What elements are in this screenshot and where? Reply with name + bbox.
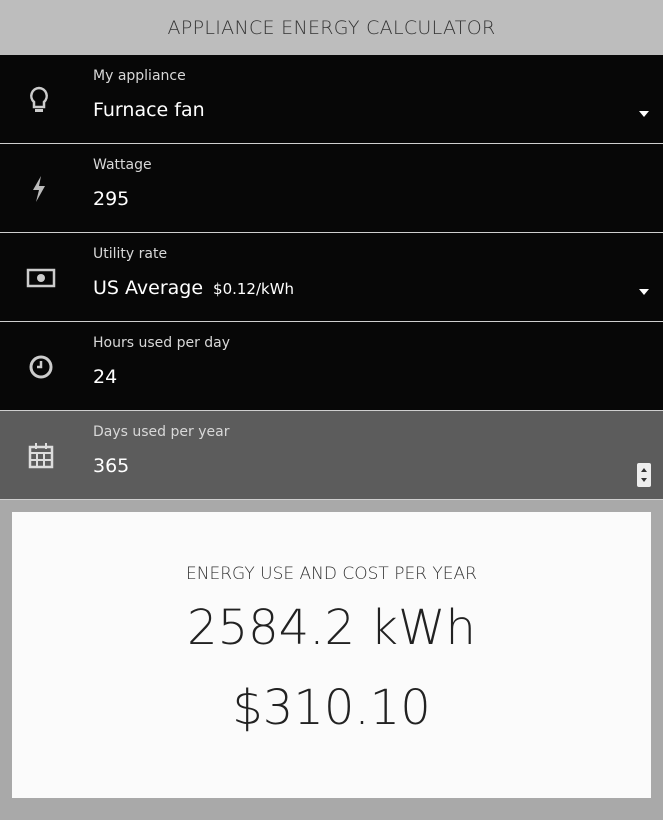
wattage-field[interactable]: Wattage 295: [0, 144, 663, 233]
bulb-icon: [30, 86, 48, 112]
value: 365: [93, 455, 130, 477]
result-panel: ENERGY USE AND COST PER YEAR 2584.2 kWh …: [0, 500, 663, 820]
label: My appliance: [93, 68, 186, 84]
label: Days used per year: [93, 424, 230, 440]
title: APPLIANCE ENERGY CALCULATOR: [167, 16, 496, 39]
money-icon: [26, 268, 56, 288]
cost-value: $310.10: [232, 680, 431, 736]
calendar-icon: [28, 443, 54, 469]
result-title: ENERGY USE AND COST PER YEAR: [186, 564, 477, 584]
label: Utility rate: [93, 246, 168, 262]
clock-icon: [29, 355, 53, 379]
rate-price: $0.12/kWh: [213, 280, 295, 298]
rate-name: US Average: [93, 277, 204, 299]
value: 295: [93, 188, 130, 210]
dropdown-caret: [639, 289, 649, 295]
hours-field[interactable]: Hours used per day 24: [0, 322, 663, 411]
header: APPLIANCE ENERGY CALCULATOR: [0, 0, 663, 55]
value: 24: [93, 366, 118, 388]
rate-field[interactable]: Utility rate US Average $0.12/kWh: [0, 233, 663, 322]
appliance-field[interactable]: My appliance Furnace fan: [0, 55, 663, 144]
bolt-icon: [33, 176, 45, 202]
result-card: ENERGY USE AND COST PER YEAR 2584.2 kWh …: [12, 512, 651, 798]
energy-value: 2584.2 kWh: [187, 600, 476, 656]
days-field[interactable]: Days used per year 365: [0, 411, 663, 500]
value: US Average $0.12/kWh: [93, 277, 294, 299]
dropdown-caret: [639, 111, 649, 117]
label: Hours used per day: [93, 335, 231, 351]
value: Furnace fan: [93, 99, 205, 121]
spinner[interactable]: [637, 463, 651, 487]
label: Wattage: [93, 157, 152, 173]
